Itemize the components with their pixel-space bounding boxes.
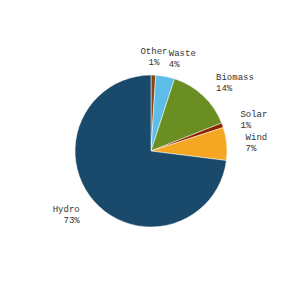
svg-text:Solar1%: Solar1%	[240, 110, 267, 131]
svg-text:Other1%: Other1%	[140, 47, 167, 68]
svg-text:Hydro73%: Hydro73%	[53, 205, 81, 226]
svg-text:Waste4%: Waste4%	[169, 49, 196, 70]
svg-text:Biomass14%: Biomass14%	[216, 73, 254, 94]
svg-text:Wind7%: Wind7%	[246, 133, 268, 154]
